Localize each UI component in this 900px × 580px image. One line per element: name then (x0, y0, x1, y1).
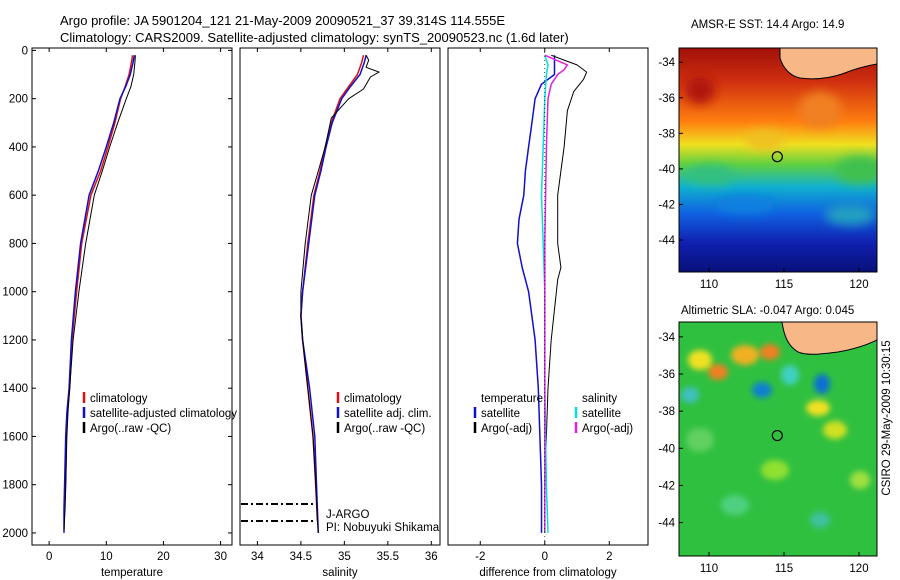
series-argo-raw-qc (300, 54, 380, 533)
x-tick-label: 30 (214, 551, 227, 563)
series-satellite-adj-clim (300, 55, 367, 533)
temperature-legend: climatology satellite-adjusted climatolo… (82, 392, 237, 435)
x-tick-label: 35 (338, 551, 351, 563)
argo-location-marker (771, 151, 783, 163)
x-axis-label: difference from climatology (479, 567, 616, 579)
map-y-tick-label: -40 (658, 164, 675, 176)
temperature-panel (31, 47, 233, 546)
program-label: J-ARGO (326, 509, 370, 521)
sst-map-frame (678, 47, 878, 273)
argo-location-marker (771, 429, 783, 442)
sla-map-title: Altimetric SLA: -0.047 Argo: 0.045 (681, 305, 855, 317)
y-tick-label: 2000 (2, 528, 28, 540)
x-axis-label: salinity (322, 567, 357, 579)
legend-temp-satellite: satellite (481, 408, 520, 420)
map-x-tick-label: 110 (700, 563, 718, 575)
legend-argo: Argo(..raw -QC) (90, 423, 171, 435)
map-y-tick-label: -38 (658, 406, 675, 418)
y-tick-label: 600 (9, 190, 28, 202)
series-argo-adj (544, 54, 588, 533)
legend-header-temperature: temperature (481, 393, 543, 405)
x-tick-label: 2 (606, 551, 612, 563)
series-satellite-adjusted-climatology (63, 55, 136, 533)
x-tick-label: 34 (251, 551, 264, 563)
x-tick-label: 0 (542, 551, 548, 563)
sla-map-frame (678, 321, 878, 557)
map-x-tick-label: 115 (775, 279, 793, 291)
difference-panel (447, 47, 649, 546)
series-argo-adj (544, 54, 569, 531)
map-y-tick-label: -36 (658, 93, 675, 105)
map-y-tick-label: -36 (658, 369, 675, 381)
y-tick-label: 1200 (2, 335, 28, 347)
map-y-tick-label: -44 (658, 235, 675, 247)
map-y-tick-label: -40 (658, 443, 675, 455)
sst-map (679, 48, 877, 272)
y-tick-label: 800 (9, 238, 28, 250)
sst-map-title: AMSR-E SST: 14.4 Argo: 14.9 (691, 19, 845, 31)
x-tick-label: 0 (46, 551, 52, 563)
x-tick-label: 10 (100, 551, 113, 563)
salinity-legend: climatology satellite adj. clim. Argo(..… (336, 392, 432, 435)
map-y-tick-label: -42 (658, 199, 675, 211)
map-y-tick-label: -44 (658, 518, 675, 530)
map-y-tick-label: -38 (658, 128, 675, 140)
map-x-tick-label: 110 (700, 279, 718, 291)
salinity-panel (239, 47, 441, 546)
legend-sal-satellite: satellite (582, 408, 621, 420)
x-tick-label: 35.5 (377, 551, 399, 563)
y-tick-label: 400 (9, 142, 28, 154)
y-tick-label: 0 (22, 45, 28, 57)
legend-climatology: climatology (344, 393, 402, 405)
y-tick-label: 200 (9, 94, 28, 106)
x-tick-label: 34.5 (290, 551, 312, 563)
legend-satellite-adjusted: satellite-adjusted climatology (90, 408, 237, 420)
y-tick-label: 1600 (2, 431, 28, 443)
legend-sal-argo: Argo(-adj) (582, 423, 633, 435)
map-x-tick-label: 120 (849, 279, 868, 291)
profile-header: Argo profile: JA 5901204_121 21-May-2009… (60, 13, 506, 28)
sla-map (679, 322, 877, 556)
map-y-tick-label: -34 (658, 332, 675, 344)
legend-satellite-adj: satellite adj. clim. (344, 408, 432, 420)
climatology-header: Climatology: CARS2009. Satellite-adjuste… (60, 30, 569, 45)
series-argo-raw-qc (63, 55, 136, 531)
y-tick-label: 1800 (2, 480, 28, 492)
difference-legend: temperature salinity satellite Argo(-adj… (473, 393, 633, 435)
legend-temp-argo: Argo(-adj) (481, 423, 532, 435)
map-y-tick-label: -34 (658, 57, 675, 69)
x-tick-label: -2 (475, 551, 485, 563)
legend-header-salinity: salinity (582, 393, 617, 405)
timestamp-stamp: CSIRO 29-May-2009 10:30:15 (881, 340, 893, 496)
pi-label: PI: Nobuyuki Shikama (326, 522, 440, 534)
x-tick-label: 20 (157, 551, 170, 563)
legend-argo: Argo(..raw -QC) (344, 423, 425, 435)
map-x-tick-label: 115 (775, 563, 793, 575)
legend-climatology: climatology (90, 393, 148, 405)
platform-annotation: J-ARGO PI: Nobuyuki Shikama (241, 503, 440, 534)
x-axis-label: temperature (101, 567, 163, 579)
map-x-tick-label: 120 (849, 563, 868, 575)
map-y-tick-label: -42 (658, 480, 675, 492)
y-tick-label: 1400 (2, 383, 28, 395)
series-satellite (516, 55, 556, 533)
x-tick-label: 36 (425, 551, 438, 563)
y-tick-label: 1000 (2, 287, 28, 299)
